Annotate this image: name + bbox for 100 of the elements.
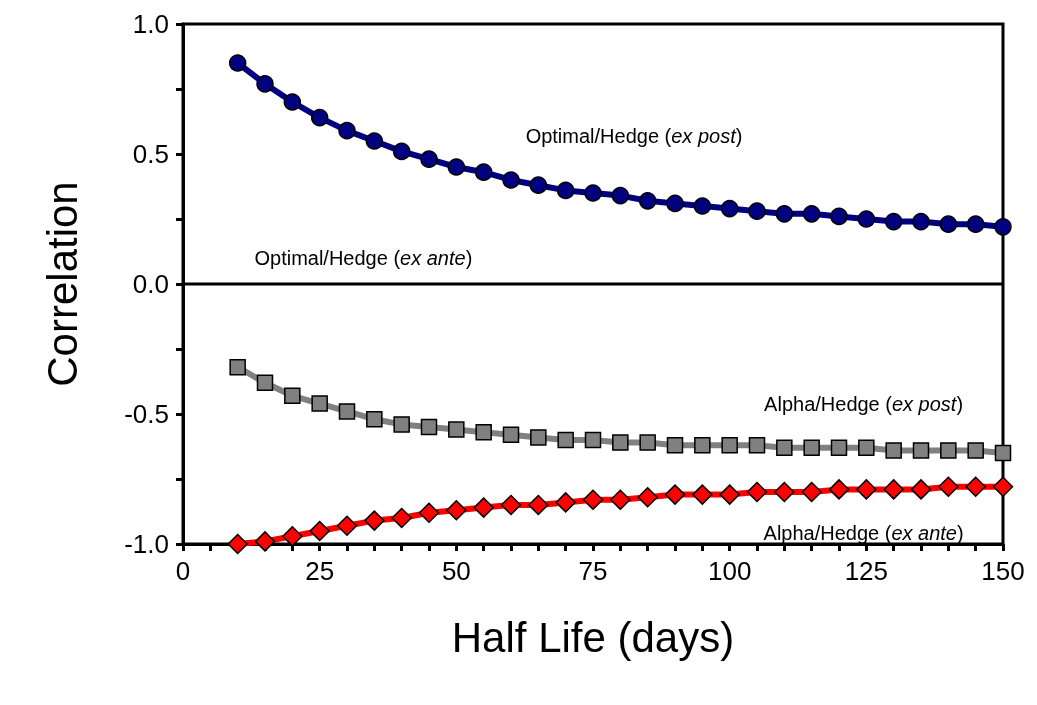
point xyxy=(420,150,438,168)
point xyxy=(365,132,384,150)
point xyxy=(830,207,848,226)
point xyxy=(910,479,932,500)
point xyxy=(721,436,738,454)
point xyxy=(748,436,766,454)
point xyxy=(582,489,604,511)
point xyxy=(858,439,875,457)
point xyxy=(612,434,629,451)
point xyxy=(447,158,466,176)
x-tick-label: 50 xyxy=(441,556,471,586)
point xyxy=(940,442,957,459)
series-label: Optimal/Hedge (ex ante) xyxy=(254,247,473,269)
point xyxy=(885,442,902,459)
point xyxy=(776,439,793,457)
point xyxy=(229,358,246,376)
x-tick-label: 25 xyxy=(305,556,335,586)
series-label: Alpha/Hedge (ex post) xyxy=(764,392,964,415)
point xyxy=(584,431,602,449)
point xyxy=(611,186,630,205)
point xyxy=(912,212,930,231)
point xyxy=(283,93,302,111)
y-tick-label: -1.0 xyxy=(124,529,169,559)
point xyxy=(474,163,493,181)
point xyxy=(912,442,930,459)
point xyxy=(448,421,465,438)
point xyxy=(994,218,1012,236)
point xyxy=(693,197,712,215)
point xyxy=(857,210,876,228)
point xyxy=(802,205,821,223)
point xyxy=(803,439,820,457)
point xyxy=(254,531,276,552)
point xyxy=(311,395,328,412)
point xyxy=(256,75,274,93)
point xyxy=(992,476,1014,498)
x-tick-label: 100 xyxy=(707,556,752,586)
point xyxy=(828,479,850,500)
point xyxy=(775,205,794,223)
point xyxy=(338,121,356,140)
point xyxy=(309,520,330,542)
point xyxy=(227,533,248,555)
point xyxy=(664,484,686,505)
point xyxy=(364,510,385,531)
point xyxy=(502,171,520,189)
point xyxy=(529,176,548,194)
x-tick-label: 125 xyxy=(844,556,889,586)
y-tick-label: 0.0 xyxy=(132,269,169,299)
point xyxy=(694,436,711,454)
point xyxy=(966,215,985,233)
point xyxy=(473,497,494,518)
point xyxy=(692,484,713,505)
point xyxy=(366,410,383,428)
point xyxy=(393,416,410,433)
point xyxy=(500,494,522,516)
x-tick-label: 75 xyxy=(578,556,608,586)
point xyxy=(256,374,274,392)
point xyxy=(830,439,848,457)
point xyxy=(720,199,739,218)
point xyxy=(666,436,684,454)
point xyxy=(994,444,1012,462)
point xyxy=(774,481,795,503)
series-label: Optimal/Hedge (ex post) xyxy=(525,124,743,147)
point xyxy=(284,387,301,405)
point xyxy=(310,108,329,127)
point xyxy=(420,418,438,436)
point xyxy=(638,192,657,210)
point xyxy=(502,426,520,444)
y-tick-label: 0.5 xyxy=(132,139,169,169)
point xyxy=(228,54,247,72)
point xyxy=(883,479,904,500)
point xyxy=(338,403,356,420)
point xyxy=(557,431,574,449)
point xyxy=(475,423,492,441)
point xyxy=(856,479,877,500)
y-tick-label: -0.5 xyxy=(124,399,169,429)
point xyxy=(637,486,658,508)
point xyxy=(446,499,467,521)
point xyxy=(719,484,740,505)
x-axis-title: Half Life (days) xyxy=(451,613,735,661)
point xyxy=(967,442,984,459)
point xyxy=(392,142,411,161)
point xyxy=(965,476,986,498)
point xyxy=(884,212,903,231)
y-axis-title: Correlation xyxy=(38,181,86,387)
x-tick-label: 150 xyxy=(981,556,1025,586)
point xyxy=(610,489,631,511)
point xyxy=(666,194,684,213)
point xyxy=(528,494,549,516)
point xyxy=(391,507,412,529)
point xyxy=(584,184,602,202)
y-tick-label: 1.0 xyxy=(132,9,169,39)
point xyxy=(939,215,958,233)
point xyxy=(418,502,440,524)
point xyxy=(336,515,358,537)
point xyxy=(938,476,959,498)
point xyxy=(639,434,656,451)
point xyxy=(748,202,766,220)
point xyxy=(746,481,768,503)
point xyxy=(555,492,576,513)
point xyxy=(530,429,547,446)
